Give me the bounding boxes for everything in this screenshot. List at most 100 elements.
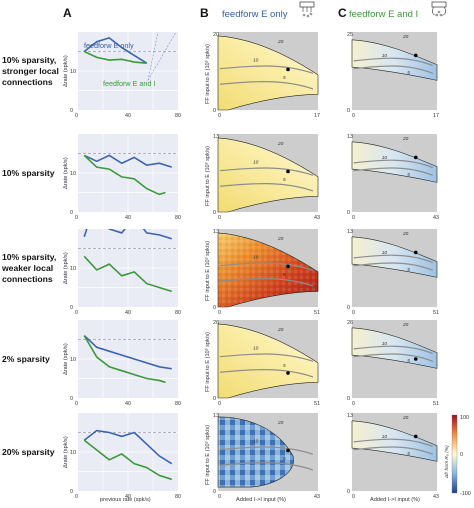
contour-label: 5 xyxy=(283,272,286,278)
contour-line xyxy=(353,262,433,271)
heatmap-region xyxy=(217,416,294,488)
operating-point xyxy=(413,250,418,255)
b-ylabel: FF input to E (10³ spk/s) xyxy=(205,241,211,301)
y-tick-label: 10 xyxy=(70,266,76,272)
y-tick-label: 13 xyxy=(213,413,219,419)
operating-point xyxy=(413,357,418,361)
heatmap-region xyxy=(351,39,438,81)
contour-line xyxy=(219,369,314,378)
colorbar-max: 100 xyxy=(460,415,469,421)
x-tick-label: 80 xyxy=(175,310,181,316)
colorbar-label: Δfr from R₀ (%) xyxy=(444,445,450,479)
heatmap-region xyxy=(217,137,319,213)
contour-line xyxy=(353,446,433,455)
x-tick-label: 0 xyxy=(352,401,355,407)
y-tick-label: 10 xyxy=(70,69,76,75)
contour-line xyxy=(219,446,314,455)
series-line-e-and-i xyxy=(83,439,172,481)
legend-e-and-i: feedforw E and I xyxy=(103,79,155,88)
x-tick-label: 80 xyxy=(175,215,181,221)
contour-label: 20 xyxy=(402,136,409,142)
contour-label: 20 xyxy=(277,39,284,45)
x-tick-label: 0 xyxy=(218,310,221,316)
y-tick-label: 10 xyxy=(70,450,76,456)
x-tick-label: 17 xyxy=(314,113,320,119)
b-xlabel: Added I->I input (%) xyxy=(236,497,286,503)
heatmap-b-row-2: 20 10 5 13 00 43 FF input to E (10³ spk/s) xyxy=(205,134,320,221)
contour-label: 20 xyxy=(277,236,284,242)
y-tick-label: 13 xyxy=(213,134,219,140)
x-tick-label: 43 xyxy=(314,494,320,500)
x-tick-label: 80 xyxy=(175,494,181,500)
network-schematic-icon xyxy=(299,1,315,18)
x-tick-label: 0 xyxy=(218,215,221,221)
x-tick-label: 51 xyxy=(433,401,439,407)
contour-label: 5 xyxy=(407,172,410,178)
colorbar: 100 0 -100 Δfr from R₀ (%) xyxy=(444,414,471,497)
series-line-e-only xyxy=(83,335,172,370)
operating-point xyxy=(286,67,290,72)
heatmap-c-row-1: 20 10 5 25 00 17 xyxy=(347,32,439,119)
x-tick-label: 40 xyxy=(125,215,131,221)
x-tick-label: 0 xyxy=(75,401,78,407)
series-line-e-only xyxy=(83,229,172,240)
series-line-e-and-i xyxy=(83,255,172,293)
contour-label: 5 xyxy=(407,267,410,273)
a-xlabel: previous rate (spk/s) xyxy=(100,497,151,503)
contour-line xyxy=(353,167,433,176)
heatmap-c-row-4: 20 10 5 26 00 51 xyxy=(347,320,439,407)
a-ylabel: Δrate (spk/s) xyxy=(63,157,69,189)
zoom-indicator xyxy=(147,31,177,81)
contour-label: 5 xyxy=(407,358,410,364)
contour-label: 20 xyxy=(277,327,284,333)
column-title-c: feedforw E and I xyxy=(349,9,418,20)
x-tick-label: 40 xyxy=(125,494,131,500)
y-tick-label: 13 xyxy=(347,413,353,419)
contour-label: 20 xyxy=(402,415,409,421)
x-tick-label: 43 xyxy=(433,215,439,221)
y-tick-label: 0 xyxy=(347,108,350,114)
a-ylabel: Δrate (spk/s) xyxy=(63,343,69,375)
contour-line xyxy=(353,254,433,264)
contour-label: 10 xyxy=(382,155,388,161)
y-tick-label: 0 xyxy=(70,210,73,216)
panel-letter-c: C xyxy=(338,6,347,20)
y-tick-label: 13 xyxy=(347,134,353,140)
series-line-e-only xyxy=(83,429,173,465)
operating-point xyxy=(286,169,290,174)
heatmap-c-row-2: 20 10 5 13 00 43 xyxy=(347,134,439,221)
heatmap-c-row-5: 20 10 5 13 00 43 xyxy=(347,413,439,500)
heatmap-region xyxy=(351,420,438,462)
contour-label: 10 xyxy=(382,434,388,440)
contour-label: 10 xyxy=(253,58,259,64)
contour-label: 10 xyxy=(382,250,388,256)
row-label: connections xyxy=(2,274,53,284)
contour-line xyxy=(219,65,314,74)
contour-line xyxy=(353,345,433,355)
contour-label: 10 xyxy=(382,341,388,347)
x-tick-label: 0 xyxy=(75,113,78,119)
contour-line xyxy=(353,159,433,169)
x-tick-label: 17 xyxy=(433,113,439,119)
contour-label: 5 xyxy=(283,363,286,369)
series-line-e-only xyxy=(83,154,172,168)
contour-label: 20 xyxy=(402,322,409,328)
heatmap-b-row-1: 20 10 5 20 00 17 FF input to E (10³ spk/s) xyxy=(205,32,320,119)
contour-line xyxy=(219,262,314,271)
y-tick-label: 0 xyxy=(70,305,73,311)
b-ylabel: FF input to E (10³ spk/s) xyxy=(205,332,211,392)
colorbar-mid: 0 xyxy=(460,452,463,458)
heatmap-region xyxy=(351,141,438,183)
operating-point xyxy=(413,434,418,439)
contour-line xyxy=(219,353,314,362)
y-tick-label: 0 xyxy=(347,396,350,402)
row-label: 10% sparsity, xyxy=(2,252,56,262)
a-ylabel: Δrate (spk/s) xyxy=(63,436,69,468)
contour-label: 5 xyxy=(283,456,286,462)
panel-letter-a: A xyxy=(63,6,72,20)
y-tick-label: 0 xyxy=(213,305,216,311)
